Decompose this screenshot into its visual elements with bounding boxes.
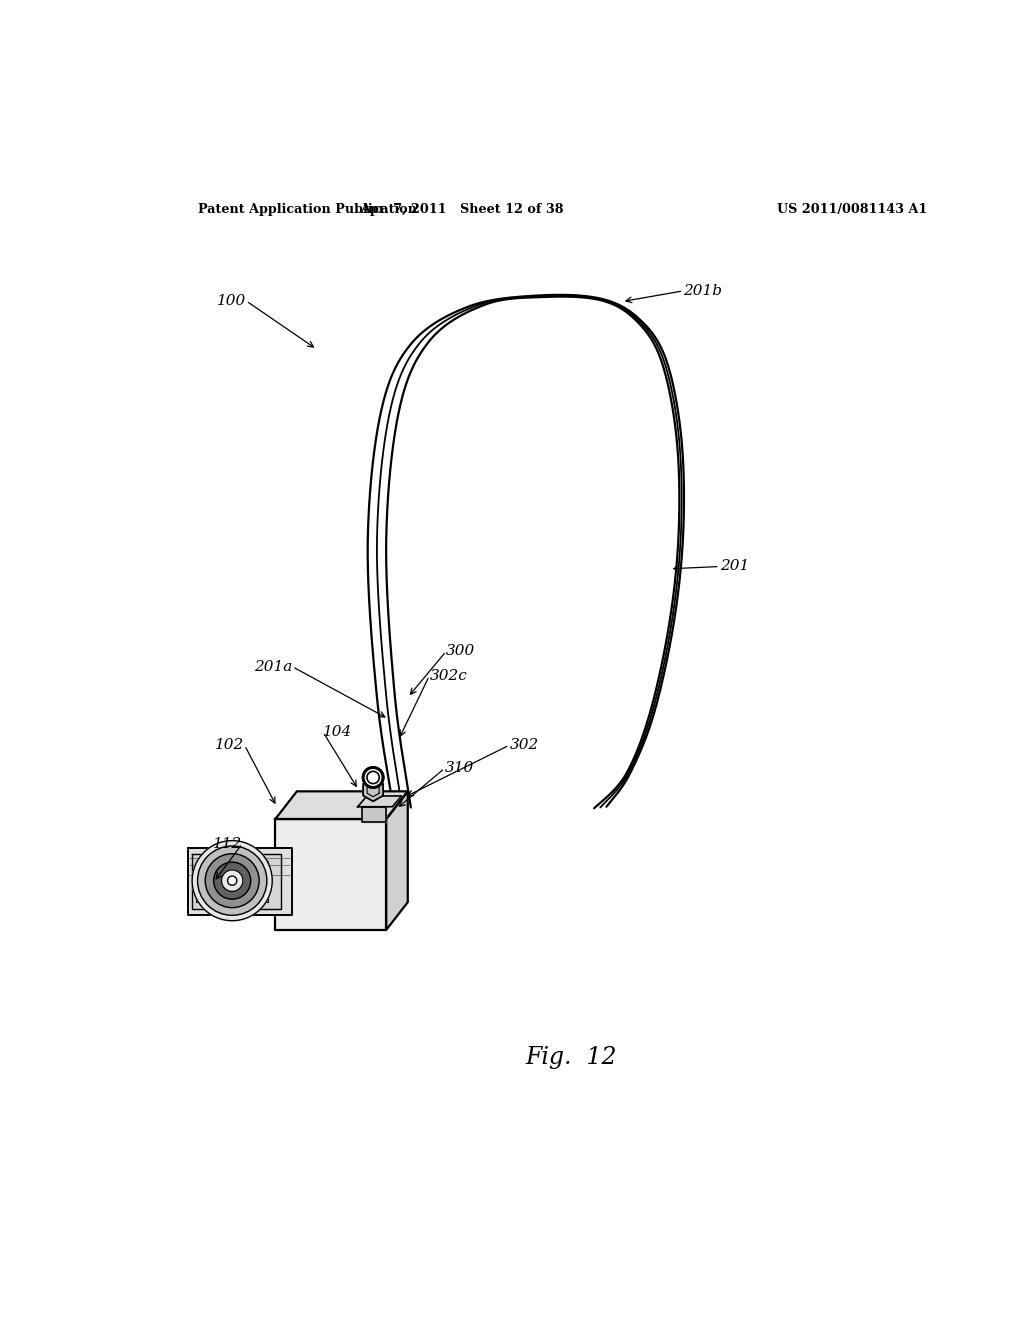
Text: US 2011/0081143 A1: US 2011/0081143 A1 bbox=[777, 203, 928, 216]
Text: 100: 100 bbox=[217, 294, 246, 308]
Polygon shape bbox=[386, 792, 408, 929]
Circle shape bbox=[193, 841, 272, 921]
Text: 201a: 201a bbox=[254, 660, 292, 673]
Polygon shape bbox=[193, 854, 281, 909]
Polygon shape bbox=[188, 847, 292, 915]
Circle shape bbox=[205, 854, 259, 908]
Circle shape bbox=[198, 846, 267, 915]
Text: Patent Application Publication: Patent Application Publication bbox=[199, 203, 418, 216]
Text: 201: 201 bbox=[720, 560, 749, 573]
Text: 104: 104 bbox=[323, 725, 352, 739]
Polygon shape bbox=[196, 861, 267, 903]
Polygon shape bbox=[364, 779, 383, 801]
Text: 302: 302 bbox=[509, 738, 539, 752]
Polygon shape bbox=[357, 796, 401, 807]
Text: 300: 300 bbox=[446, 644, 475, 659]
Polygon shape bbox=[368, 294, 684, 812]
Circle shape bbox=[221, 870, 243, 891]
Circle shape bbox=[227, 876, 237, 886]
Text: Fig.  12: Fig. 12 bbox=[525, 1047, 616, 1069]
Text: 102: 102 bbox=[215, 738, 245, 752]
Circle shape bbox=[214, 862, 251, 899]
Circle shape bbox=[364, 767, 383, 788]
Polygon shape bbox=[275, 818, 386, 929]
Text: 310: 310 bbox=[444, 762, 474, 775]
Text: Apr. 7, 2011   Sheet 12 of 38: Apr. 7, 2011 Sheet 12 of 38 bbox=[359, 203, 563, 216]
Text: 201b: 201b bbox=[683, 284, 722, 298]
Polygon shape bbox=[361, 807, 386, 822]
Text: 302c: 302c bbox=[429, 669, 467, 682]
Text: 112: 112 bbox=[213, 837, 243, 850]
Polygon shape bbox=[275, 792, 408, 818]
